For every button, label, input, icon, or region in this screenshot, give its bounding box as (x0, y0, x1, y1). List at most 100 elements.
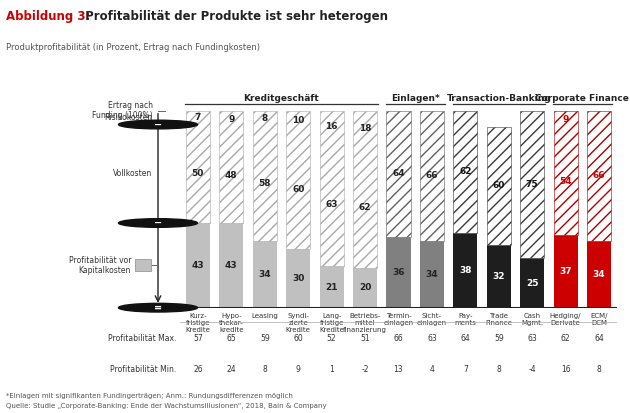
Circle shape (118, 304, 198, 312)
Text: 16: 16 (325, 122, 338, 131)
Bar (420, 241, 444, 308)
Text: -4: -4 (529, 365, 536, 374)
Text: 54: 54 (559, 177, 572, 186)
Text: Corporate Finance: Corporate Finance (536, 94, 629, 103)
Text: 34: 34 (426, 270, 438, 279)
Bar (253, 241, 277, 308)
Text: 64: 64 (461, 334, 470, 343)
Text: Lang-
fristige
Kredite: Lang- fristige Kredite (319, 313, 344, 333)
Text: 38: 38 (459, 266, 472, 275)
Text: Abbildung 3:: Abbildung 3: (6, 10, 91, 23)
Text: 66: 66 (394, 334, 403, 343)
Text: Produktprofitabilität (in Prozent, Ertrag nach Fundingkosten): Produktprofitabilität (in Prozent, Ertra… (6, 43, 260, 52)
Text: Sicht-
einlagen: Sicht- einlagen (417, 313, 447, 326)
Text: Cash
Mgmt.: Cash Mgmt. (521, 313, 543, 326)
Text: 24: 24 (227, 365, 236, 374)
Bar (219, 223, 243, 308)
Text: 4: 4 (430, 365, 434, 374)
Text: 8: 8 (597, 365, 602, 374)
Text: 16: 16 (561, 365, 570, 374)
Text: Vollkosten: Vollkosten (113, 169, 152, 178)
Text: Syndi-
zierte
Kredite: Syndi- zierte Kredite (286, 313, 311, 333)
Text: 64: 64 (594, 334, 604, 343)
Text: 26: 26 (193, 365, 203, 374)
Text: 10: 10 (292, 116, 304, 125)
Bar (520, 259, 544, 308)
Text: 60: 60 (493, 181, 505, 190)
Bar (454, 111, 478, 233)
Bar (454, 233, 478, 308)
Text: Profitabilität Max.: Profitabilität Max. (108, 334, 176, 343)
Text: Ertrag nach
Funding (100%): Ertrag nach Funding (100%) (92, 101, 152, 121)
Text: 36: 36 (392, 268, 404, 277)
Text: 66: 66 (426, 171, 438, 180)
Text: 60: 60 (292, 185, 304, 194)
Text: Trade
Finance: Trade Finance (485, 313, 512, 326)
Text: 59: 59 (494, 334, 503, 343)
Text: 62: 62 (561, 334, 570, 343)
Text: 43: 43 (192, 261, 204, 270)
Text: Kreditgeschäft: Kreditgeschäft (244, 94, 319, 103)
Text: Profitabilität der Produkte ist sehr heterogen: Profitabilität der Produkte ist sehr het… (81, 10, 387, 23)
Text: 64: 64 (392, 169, 405, 178)
Text: 8: 8 (263, 365, 267, 374)
Text: 1: 1 (329, 365, 334, 374)
Text: 50: 50 (192, 169, 204, 178)
Text: Quelle: Studie „Corporate-Banking: Ende der Wachstumsillusionen“, 2018, Bain & C: Quelle: Studie „Corporate-Banking: Ende … (6, 403, 327, 409)
Text: 75: 75 (526, 180, 539, 189)
Text: 8: 8 (496, 365, 501, 374)
Text: Profitabilität vor
Kapitalkosten: Profitabilität vor Kapitalkosten (69, 256, 131, 275)
Text: Hypo-
thekar-
kredite: Hypo- thekar- kredite (219, 313, 244, 333)
Text: Termin-
einlagen: Termin- einlagen (384, 313, 413, 326)
Bar (286, 111, 310, 249)
Text: 58: 58 (258, 179, 271, 188)
Text: 8: 8 (261, 114, 268, 123)
Text: Pay-
ments: Pay- ments (454, 313, 476, 326)
Text: 7: 7 (463, 365, 467, 374)
Text: 18: 18 (359, 124, 371, 133)
Text: =: = (154, 303, 162, 313)
Text: 21: 21 (325, 282, 338, 292)
Bar (186, 111, 210, 223)
Bar (520, 111, 544, 259)
Text: −: − (154, 218, 162, 228)
Bar (286, 249, 310, 308)
Text: 34: 34 (593, 270, 605, 279)
Text: 51: 51 (360, 334, 370, 343)
Text: 9: 9 (228, 115, 234, 124)
Text: 9: 9 (295, 365, 301, 374)
Text: Einlagen*: Einlagen* (391, 94, 440, 103)
Text: *Einlagen mit signifikanten Fundingerträgen; Anm.: Rundungsdifferenzen möglich: *Einlagen mit signifikanten Fundingerträ… (6, 393, 293, 399)
Text: Kurz-
fristige
Kredite: Kurz- fristige Kredite (185, 313, 210, 333)
Text: ECM/
DCM: ECM/ DCM (590, 313, 608, 326)
Text: 30: 30 (292, 274, 304, 282)
Bar (554, 235, 578, 308)
Bar (135, 259, 151, 271)
Text: 66: 66 (593, 171, 605, 180)
Bar (587, 111, 611, 241)
Text: 32: 32 (493, 272, 505, 281)
Bar (386, 237, 411, 308)
Bar (186, 223, 210, 308)
Text: 48: 48 (225, 171, 238, 180)
Text: 63: 63 (325, 200, 338, 209)
Text: 57: 57 (193, 334, 203, 343)
Text: 43: 43 (225, 261, 238, 270)
Text: 63: 63 (527, 334, 537, 343)
Bar (554, 111, 578, 235)
Text: 63: 63 (427, 334, 437, 343)
Text: 52: 52 (327, 334, 336, 343)
Text: Hedging/
Derivate: Hedging/ Derivate (550, 313, 581, 326)
Text: Transaction-Banking: Transaction-Banking (447, 94, 551, 103)
Bar (386, 111, 411, 237)
Text: 34: 34 (258, 270, 271, 279)
Bar (487, 244, 511, 308)
Text: 60: 60 (294, 334, 303, 343)
Text: 62: 62 (359, 203, 371, 212)
Circle shape (118, 218, 198, 227)
Text: 37: 37 (559, 267, 572, 276)
Bar (420, 111, 444, 241)
Text: -2: -2 (361, 365, 369, 374)
Bar (219, 111, 243, 223)
Text: Risikokosten: Risikokosten (105, 113, 152, 122)
